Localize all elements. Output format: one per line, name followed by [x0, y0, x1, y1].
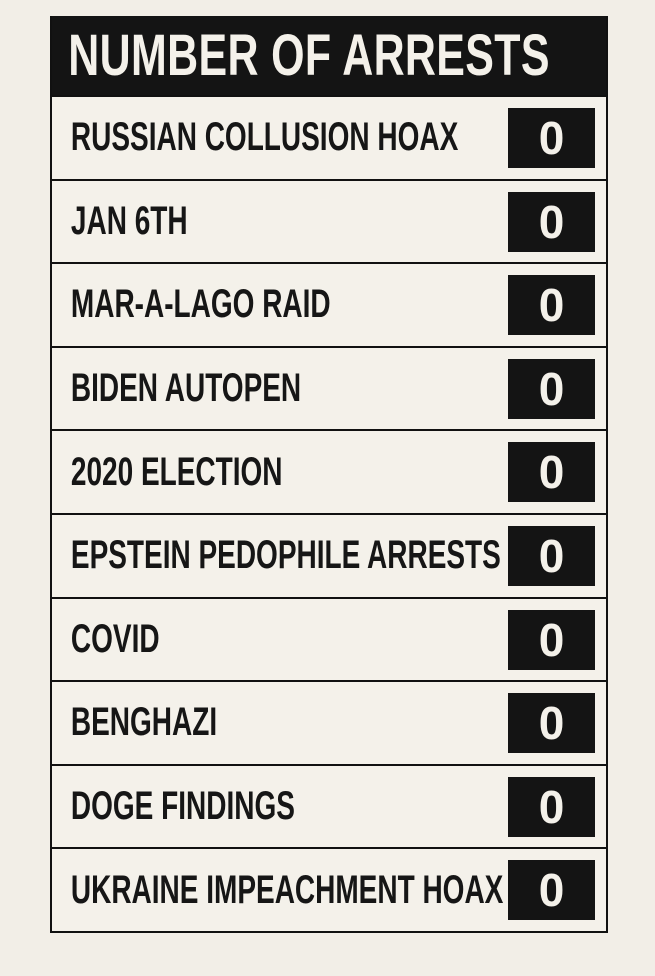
table-row: 2020 ELECTION 0	[52, 429, 606, 513]
row-label: BIDEN AUTOPEN	[70, 366, 302, 411]
row-value: 0	[508, 442, 595, 503]
table-row: RUSSIAN COLLUSION HOAX 0	[52, 95, 606, 179]
row-label: BENGHAZI	[70, 700, 218, 745]
table-row: UKRAINE IMPEACHMENT HOAX 0	[52, 847, 606, 931]
title: NUMBER OF ARRESTS	[68, 23, 550, 88]
row-label: RUSSIAN COLLUSION HOAX	[70, 115, 459, 160]
table-row: BENGHAZI 0	[52, 680, 606, 764]
row-value: 0	[508, 191, 595, 252]
table-row: COVID 0	[52, 596, 606, 681]
table-row: BIDEN AUTOPEN 0	[52, 345, 606, 430]
row-label: UKRAINE IMPEACHMENT HOAX	[70, 867, 504, 912]
table-row: DOGE FINDINGS 0	[52, 763, 606, 848]
row-value: 0	[508, 358, 595, 419]
row-value: 0	[508, 693, 595, 754]
row-value: 0	[508, 860, 595, 921]
table-row: EPSTEIN PEDOPHILE ARRESTS 0	[52, 512, 606, 597]
row-label: EPSTEIN PEDOPHILE ARRESTS	[70, 533, 501, 578]
arrests-table: NUMBER OF ARRESTS RUSSIAN COLLUSION HOAX…	[50, 16, 608, 933]
row-value: 0	[508, 776, 595, 837]
rows: RUSSIAN COLLUSION HOAX 0 JAN 6TH 0 MAR-A-LAG…	[52, 95, 606, 931]
header: NUMBER OF ARRESTS	[52, 16, 606, 95]
row-value: 0	[508, 609, 595, 670]
table-row: JAN 6TH 0	[52, 178, 606, 263]
table-row: MAR-A-LAGO RAID 0	[52, 262, 606, 346]
row-value: 0	[508, 108, 595, 168]
row-value: 0	[508, 525, 595, 586]
row-label: MAR-A-LAGO RAID	[70, 282, 331, 327]
row-label: DOGE FINDINGS	[70, 784, 295, 829]
row-label: JAN 6TH	[70, 198, 188, 243]
row-value: 0	[508, 275, 595, 336]
row-label: 2020 ELECTION	[70, 449, 283, 494]
row-label: COVID	[70, 616, 160, 661]
